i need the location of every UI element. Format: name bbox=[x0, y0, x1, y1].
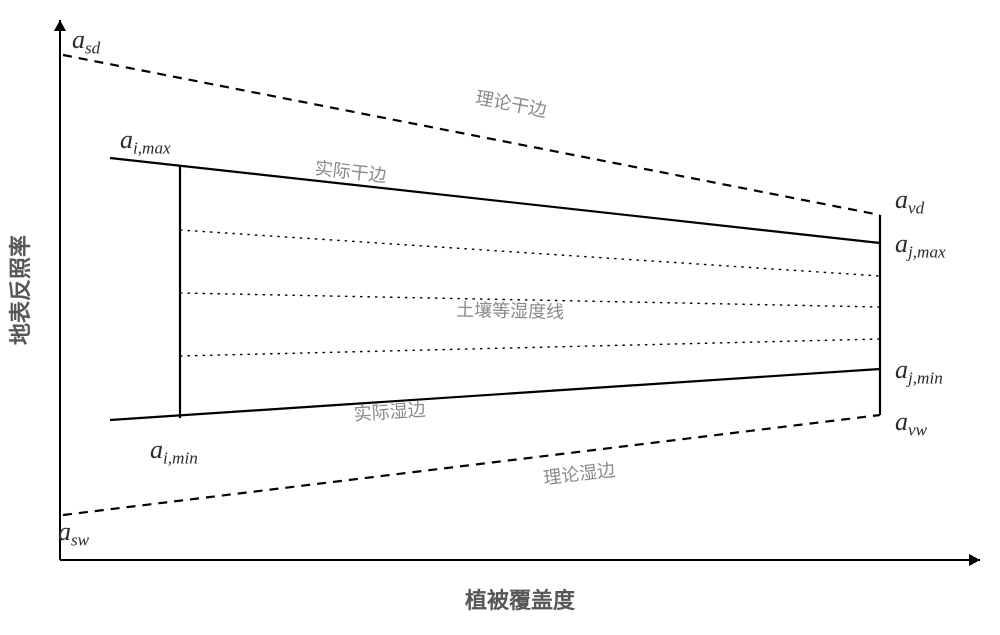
label-iso-humidity: 土壤等湿度线 bbox=[456, 300, 564, 322]
x-axis-label: 植被覆盖度 bbox=[465, 588, 576, 613]
theoretical-dry-edge bbox=[63, 55, 880, 215]
actual-wet-edge bbox=[110, 369, 880, 420]
label-a_vd: avd bbox=[895, 185, 925, 217]
label-a_jmin: aj,min bbox=[895, 355, 943, 387]
actual-dry-edge bbox=[110, 158, 880, 243]
iso-humidity-line-2 bbox=[180, 339, 880, 356]
label-a_imax: ai,max bbox=[120, 125, 171, 157]
label-a_vw: avw bbox=[895, 407, 928, 439]
label-theoretical-dry: 理论干边 bbox=[474, 87, 549, 120]
label-a_sw: asw bbox=[58, 517, 90, 549]
label-a_imin: ai,min bbox=[150, 435, 198, 467]
y-axis-arrow bbox=[54, 20, 66, 31]
label-actual-wet: 实际湿边 bbox=[353, 400, 426, 425]
y-axis-label: 地表反照率 bbox=[8, 235, 33, 345]
x-axis-arrow bbox=[969, 554, 980, 566]
iso-humidity-line-0 bbox=[180, 230, 880, 276]
label-theoretical-wet: 理论湿边 bbox=[542, 460, 616, 489]
label-a_jmax: aj,max bbox=[895, 229, 946, 261]
label-a_sd: asd bbox=[72, 25, 101, 57]
